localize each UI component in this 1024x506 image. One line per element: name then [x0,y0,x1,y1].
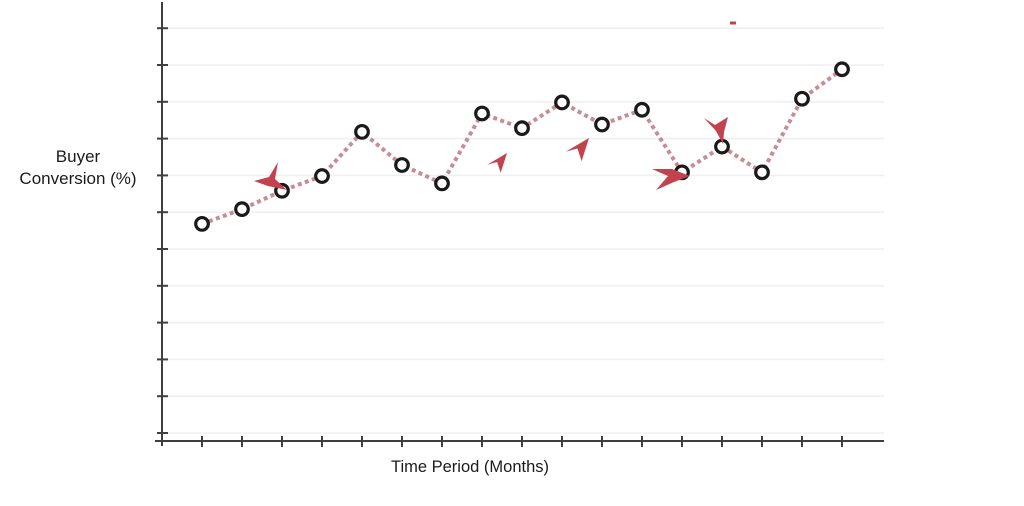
data-point-marker [434,175,450,192]
y-axis-label-line1: Buyer [55,147,101,166]
red-speck [730,21,736,25]
data-point-marker [314,168,330,184]
swoosh-arrow-at-point-14 [704,117,728,144]
data-point-marker [714,138,730,155]
swoosh-arrow-at-point-13 [652,169,690,190]
data-point-marker [234,201,250,218]
data-point-marker [634,101,650,118]
data-point-marker [394,157,410,173]
dart-arrow-mid-right [565,138,589,162]
data-point-marker [754,164,770,181]
data-point-marker [554,94,570,111]
data-point-marker [834,61,850,78]
x-axis-label: Time Period (Months) [390,458,549,476]
y-axis-label: Buyer Conversion (%) [0,146,156,190]
data-point-marker [794,90,810,107]
dart-arrow-mid-left [487,153,507,173]
data-point-marker [514,120,530,137]
trend-line [201,67,844,226]
swoosh-arrow-at-point-3 [254,162,287,190]
data-point-marker [194,215,210,232]
data-point-marker [474,105,490,122]
data-point-marker [594,116,610,133]
y-axis-label-line2: Conversion (%) [19,169,137,188]
data-point-marker [354,123,370,140]
